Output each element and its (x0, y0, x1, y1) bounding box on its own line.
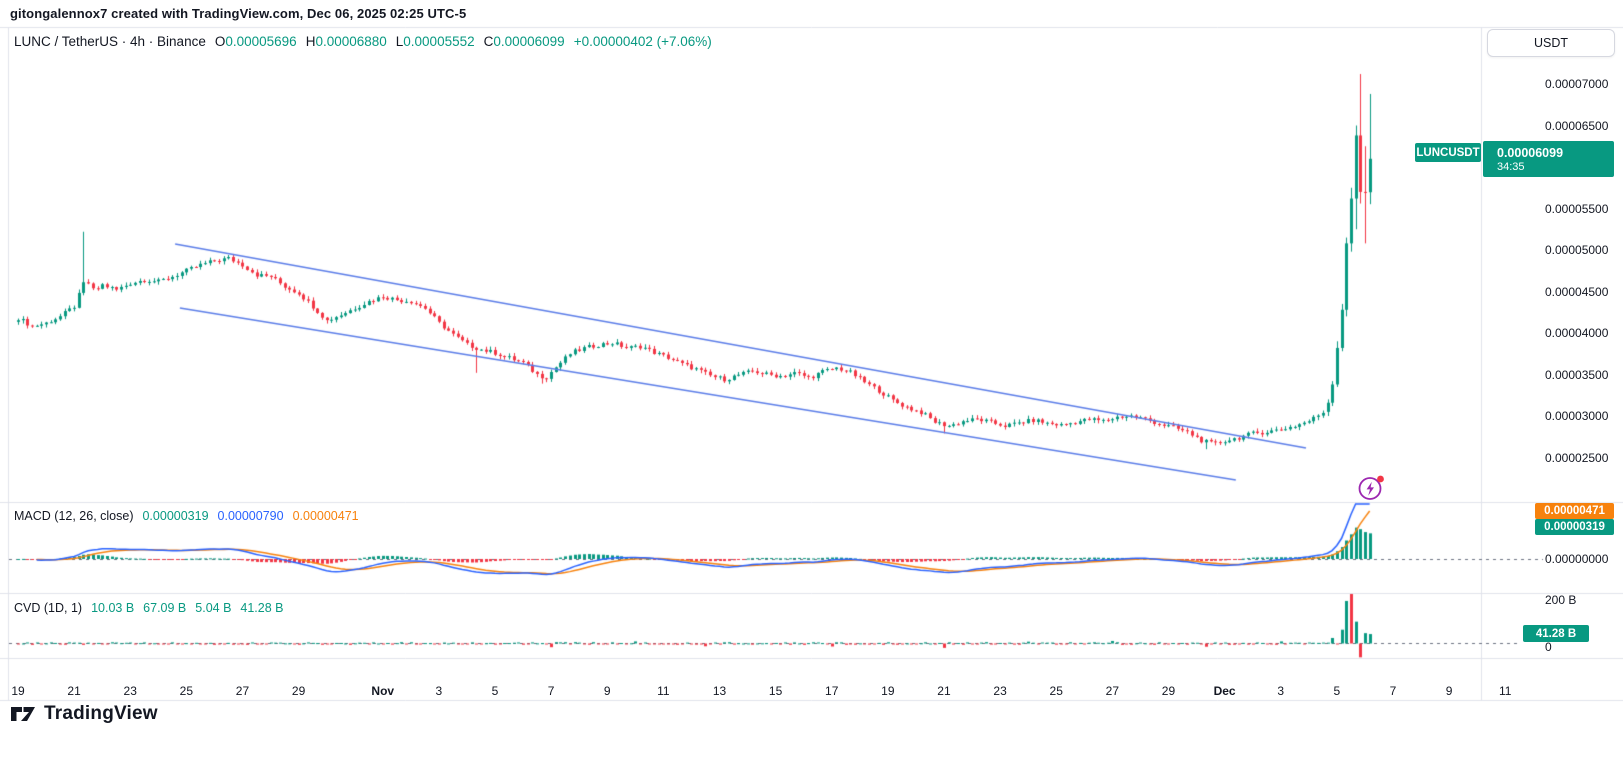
tradingview-logo[interactable]: TradingView (10, 701, 158, 727)
price-tick-label: 0.00005500 (1545, 201, 1609, 216)
ohlc-value: 0.00006880 (315, 34, 387, 49)
cvd-zero-label: 0 (1545, 640, 1552, 654)
price-tick-label: 0.00004500 (1545, 284, 1609, 299)
time-tick-label: 11 (1498, 684, 1512, 698)
time-tick-label: 29 (291, 684, 306, 698)
last-price-value: 0.00006099 (1497, 145, 1564, 160)
macd-hist-badge: 0.00000319 (1535, 519, 1614, 535)
time-tick-label: 23 (123, 684, 137, 698)
time-tick-label: 11 (657, 684, 670, 698)
time-tick-label: 17 (825, 684, 839, 698)
time-tick-label: 25 (1049, 684, 1063, 698)
ohlc-label: H (305, 34, 316, 49)
symbol-title[interactable]: LUNC / TetherUS · 4h · Binance (14, 34, 206, 49)
cvd-value-badge: 41.28 B (1523, 625, 1589, 642)
symbol-badge: LUNCUSDT (1415, 143, 1481, 162)
time-tick-label: 21 (67, 684, 81, 698)
time-tick-label: 9 (603, 684, 611, 698)
notification-dot (1377, 475, 1384, 483)
cvd-values: 10.03 B 67.09 B 5.04 B 41.28 B (82, 601, 283, 615)
ohlc-value: 0.00005552 (403, 34, 475, 49)
ohlc-l: L0.00005552 (396, 34, 475, 49)
cvd-value-3: 41.28 B (240, 601, 284, 615)
cvd-title[interactable]: CVD (1D, 1) (14, 601, 83, 615)
time-tick-label: 19 (881, 684, 895, 698)
time-tick-label: 3 (1277, 684, 1285, 698)
time-tick-label: 7 (547, 684, 555, 698)
time-tick-label: 7 (1389, 684, 1397, 698)
time-tick-label: 29 (1161, 684, 1176, 698)
time-tick-label: 13 (712, 684, 727, 698)
macd-value-2: 0.00000471 (292, 509, 359, 523)
price-tick-label: 0.00002500 (1545, 450, 1609, 465)
time-tick-label: 19 (11, 684, 25, 698)
macd-legend: MACD (12, 26, close) 0.00000319 0.00000790… (14, 509, 359, 523)
ohlc-c: C0.00006099 (484, 34, 565, 49)
cvd-value-1: 67.09 B (143, 601, 187, 615)
price-tick-label: 0.00006500 (1545, 118, 1609, 133)
time-tick-label: 3 (435, 684, 443, 698)
price-tick-label: 0.00003000 (1545, 409, 1609, 423)
last-price-badge: 0.00006099 34:35 (1483, 141, 1614, 177)
ohlc-label: O (214, 34, 226, 49)
price-tick-label: 0.00003500 (1545, 367, 1609, 382)
tradingview-wordmark: TradingView (44, 703, 158, 724)
price-tick-label: 0.00004000 (1545, 326, 1609, 340)
time-tick-label: Nov (371, 684, 395, 698)
cvd-value-2: 5.04 B (195, 601, 232, 615)
time-tick-label: 27 (235, 684, 250, 698)
time-tick-label: 27 (1105, 684, 1120, 698)
time-tick-label: 5 (491, 684, 499, 698)
candle-countdown: 34:35 (1497, 160, 1525, 173)
price-tick-label: 0.00005000 (1545, 243, 1609, 257)
macd-zero-label: 0.00000000 (1545, 552, 1609, 566)
time-tick-label: 9 (1445, 684, 1453, 698)
ohlc-label: C (483, 34, 494, 49)
lightning-bolt-icon (1366, 481, 1374, 496)
ohlc-h: H0.00006880 (306, 34, 387, 49)
attribution-text: gitongalennox7 created with TradingView.… (10, 6, 467, 21)
time-tick-label: 21 (937, 684, 951, 698)
change-value: +0.00000402 (+7.06%) (573, 34, 712, 49)
ohlc-o: O0.00005696 (215, 34, 297, 49)
time-tick-label: 5 (1333, 684, 1341, 698)
cvd-value-0: 10.03 B (91, 601, 135, 615)
cvd-200b-label: 200 B (1545, 593, 1577, 607)
ohlc-value: 0.00006099 (493, 34, 565, 49)
ohlc-values: O0.00005696 H0.00006880 L0.00005552 C0.0000… (206, 34, 565, 49)
time-tick-label: 23 (993, 684, 1007, 698)
time-tick-label: Dec (1213, 684, 1236, 698)
macd-value-1: 0.00000790 (217, 509, 284, 523)
price-tick-label: 0.00007000 (1545, 77, 1609, 91)
symbol-legend: LUNC / TetherUS · 4h · Binance O0.0000569… (14, 34, 712, 49)
macd-signal-badge: 0.00000471 (1535, 503, 1614, 519)
time-tick-label: 15 (768, 684, 783, 698)
macd-values: 0.00000319 0.00000790 0.00000471 (133, 509, 358, 523)
ohlc-value: 0.00005696 (225, 34, 297, 49)
time-tick-label: 25 (179, 684, 194, 698)
tradingview-mark-icon (11, 707, 35, 721)
macd-value-0: 0.00000319 (142, 509, 209, 523)
ohlc-label: L (395, 34, 404, 49)
macd-title[interactable]: MACD (12, 26, close) (14, 509, 134, 523)
cvd-legend: CVD (1D, 1) 10.03 B 67.09 B 5.04 B 41.28 B (14, 601, 284, 615)
flash-event-icon[interactable] (1356, 472, 1387, 503)
currency-usdt-button[interactable]: USDT (1487, 29, 1615, 57)
